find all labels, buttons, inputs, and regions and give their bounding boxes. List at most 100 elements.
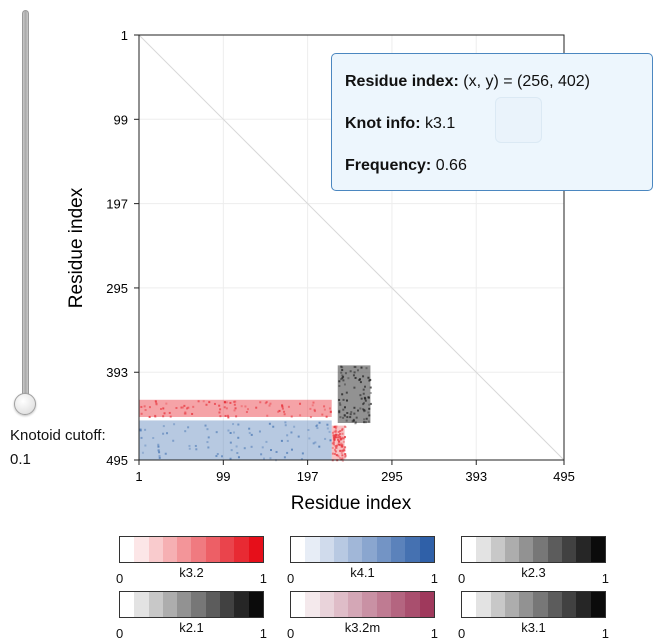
knot-region-speckle <box>337 443 340 446</box>
colorbar-max: 1 <box>430 626 438 641</box>
knot-region-speckle <box>219 408 222 411</box>
knot-region-speckle <box>334 429 337 432</box>
knot-region-speckle <box>215 431 218 434</box>
tooltip-residue-row: Residue index: (x, y) = (256, 402) <box>345 72 652 99</box>
knot-region-speckle <box>340 449 343 452</box>
knot-region-speckle <box>162 407 165 410</box>
knot-region-speckle <box>341 454 344 457</box>
y-tick-label: 295 <box>106 281 128 296</box>
knot-region-speckle <box>338 380 341 383</box>
knot-region-speckle <box>341 374 344 377</box>
knot-region-speckle <box>163 412 166 415</box>
knot-region-speckle <box>250 433 253 436</box>
knot-region-speckle <box>340 451 343 454</box>
y-axis-label: Residue index <box>66 187 87 308</box>
knot-region-speckle <box>340 437 343 440</box>
colorbar-min: 0 <box>116 571 124 586</box>
tooltip-knot-label: Knot info: <box>345 115 421 132</box>
plot-frame <box>138 34 565 461</box>
knot-region-speckle <box>338 402 341 405</box>
knot-region-speckle <box>353 371 356 374</box>
knot-region-speckle <box>164 452 167 455</box>
knot-region-speckle <box>207 446 210 449</box>
colorbar-swatch <box>490 537 505 562</box>
knot-region-speckle <box>342 416 345 419</box>
knot-region-speckle <box>229 401 232 404</box>
knot-region-speckle <box>341 443 344 446</box>
knot-region-speckle <box>326 423 329 426</box>
knot-region-speckle <box>312 401 315 404</box>
knot-region-speckle <box>255 406 258 409</box>
knot-region-speckle <box>364 399 367 402</box>
x-tick-label: 1 <box>135 469 142 484</box>
knot-region-speckle <box>341 427 344 430</box>
knot-region-speckle <box>333 448 336 451</box>
knot-region-speckle <box>180 406 183 409</box>
knot-region-speckle <box>354 422 357 425</box>
knot-region-speckle <box>318 421 321 424</box>
knot-region-speckle <box>157 449 160 452</box>
knot-region-speckle <box>341 457 344 460</box>
knot-region-fill <box>139 420 332 460</box>
knot-region-speckle <box>263 457 266 460</box>
colorbar-swatch <box>547 537 563 562</box>
colorbar-min: 0 <box>458 626 466 641</box>
knot-region-speckle <box>354 376 357 379</box>
colorbar-swatch <box>562 537 577 562</box>
knotoid-cutoff-slider-thumb[interactable] <box>14 393 36 415</box>
knot-region-speckle <box>157 443 160 446</box>
knot-region-speckle <box>229 441 232 444</box>
knot-region-speckle <box>335 454 338 457</box>
knot-region-speckle <box>345 399 348 402</box>
knot-region-speckle <box>188 447 191 450</box>
colorbar-swatch <box>391 592 406 617</box>
knot-region-speckle <box>325 415 328 418</box>
knot-region-speckle <box>335 446 338 449</box>
knot-region-speckle <box>347 377 350 380</box>
knot-region-speckle <box>358 378 361 381</box>
knot-region-speckle <box>312 442 315 445</box>
knot-region-speckle <box>334 450 337 453</box>
knot-region-speckle <box>339 457 342 460</box>
knot-region-speckle <box>266 414 269 417</box>
knot-region-k3-2 <box>139 399 332 419</box>
knot-region-speckle <box>340 446 343 449</box>
knot-region-speckle <box>154 400 157 403</box>
knot-region-speckle <box>281 404 284 407</box>
colorbar-swatch <box>376 592 392 617</box>
knot-region-speckle <box>343 449 346 452</box>
knotoid-cutoff-readout: Knotoid cutoff: 0.1 <box>10 424 120 472</box>
knot-region-speckle <box>336 454 339 457</box>
knot-region-speckle <box>326 427 329 430</box>
knot-region-speckle <box>264 402 267 405</box>
knot-region-speckle <box>311 404 314 407</box>
knot-region-speckle <box>224 414 227 417</box>
colorbar-name: k3.2 <box>179 565 204 580</box>
colorbar-swatch <box>319 592 334 617</box>
knot-region-speckle <box>333 438 336 441</box>
knot-region-speckle <box>340 449 343 452</box>
colorbar-name: k3.1 <box>521 620 546 635</box>
knot-region-speckle <box>160 408 163 411</box>
knot-region-speckle <box>158 455 161 458</box>
knot-region-speckle <box>248 427 251 430</box>
knot-region-speckle <box>339 403 342 406</box>
knot-region-speckle <box>359 381 362 384</box>
colorbar-swatch <box>562 592 577 617</box>
knot-region-speckle <box>369 386 372 389</box>
knot-region-speckle <box>338 398 341 401</box>
knot-region-speckle <box>363 385 366 388</box>
colorbar-swatch <box>148 537 163 562</box>
colorbar-swatch <box>291 592 306 617</box>
knot-region-speckle <box>202 400 205 403</box>
knot-region-speckle <box>343 383 346 386</box>
x-axis-ticks: 1 99 197 295 393 495 <box>135 460 575 484</box>
knot-region-speckle <box>351 420 354 423</box>
knot-region-speckle <box>259 401 262 404</box>
knot-region-speckle <box>341 369 344 372</box>
knot-region-speckle <box>157 449 160 452</box>
knot-region-speckle <box>187 406 190 409</box>
colorbar-swatch <box>333 537 349 562</box>
knot-region-speckle <box>334 433 337 436</box>
knot-region-speckle <box>227 416 230 419</box>
